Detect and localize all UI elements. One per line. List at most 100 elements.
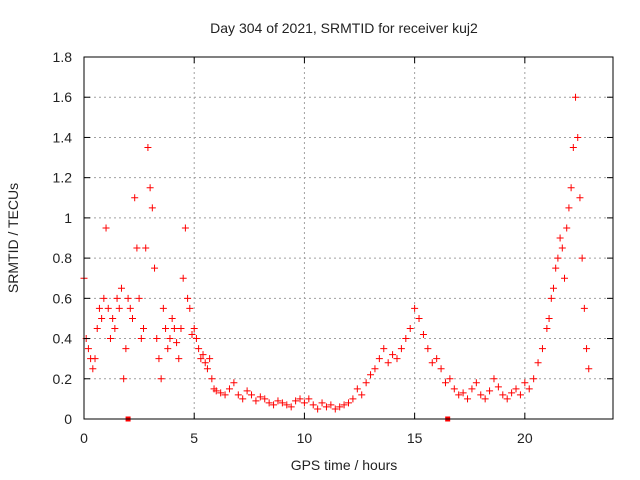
data-point: [201, 359, 209, 367]
data-point: [179, 274, 187, 282]
y-tick-label: 1.2: [53, 170, 73, 186]
data-point: [580, 304, 588, 312]
data-point: [153, 335, 161, 343]
data-point: [95, 304, 103, 312]
y-tick-label: 1.8: [53, 49, 73, 65]
data-point: [162, 325, 170, 332]
data-point: [109, 314, 117, 322]
data-point: [464, 395, 472, 403]
data-point: [371, 365, 379, 373]
grid-lines: [84, 57, 613, 419]
data-point: [151, 264, 159, 272]
x-tick-label: 20: [517, 430, 533, 446]
data-point: [217, 389, 225, 397]
data-point: [327, 401, 335, 409]
data-point: [472, 379, 480, 387]
y-tick-label: 0.4: [53, 331, 73, 347]
data-point: [100, 294, 108, 302]
data-point: [389, 351, 397, 359]
data-point: [203, 365, 211, 373]
data-point: [144, 144, 152, 151]
data-point: [384, 359, 392, 367]
y-tick-label: 0: [64, 411, 72, 427]
data-point: [530, 375, 538, 383]
data-point: [525, 385, 533, 393]
data-point: [556, 234, 564, 242]
data-point: [248, 391, 256, 399]
data-point: [477, 391, 485, 399]
data-point: [115, 304, 123, 312]
data-point: [117, 284, 125, 292]
data-point: [173, 339, 181, 347]
data-point: [265, 399, 273, 407]
data-point: [137, 335, 145, 343]
data-point: [367, 371, 375, 379]
data-point: [104, 304, 112, 312]
data-point: [578, 254, 586, 262]
data-point: [375, 355, 383, 363]
x-tick-label: 15: [407, 430, 423, 446]
data-point: [503, 395, 511, 403]
data-point: [155, 355, 163, 363]
axis-ticks: [83, 56, 613, 420]
data-point: [159, 304, 167, 312]
data-point: [102, 224, 110, 232]
data-point: [455, 391, 463, 399]
data-point: [419, 331, 427, 339]
data-point: [433, 355, 441, 363]
data-point: [166, 335, 174, 343]
data-point: [450, 385, 458, 393]
data-point: [128, 314, 136, 322]
data-point: [481, 395, 489, 403]
data-point: [234, 391, 242, 399]
data-point: [292, 397, 300, 405]
data-point: [188, 331, 196, 339]
data-point: [225, 385, 233, 393]
data-point: [192, 335, 200, 343]
data-point: [124, 294, 132, 302]
y-tick-labels: 0 0.2 0.4 0.6 0.8 1 1.2 1.4 1.6 1.8: [53, 49, 73, 427]
data-point: [113, 294, 121, 302]
data-point: [142, 244, 150, 252]
data-point: [558, 244, 566, 252]
data-point: [190, 325, 198, 332]
data-point: [508, 389, 516, 397]
data-markers: [80, 93, 593, 413]
data-point: [164, 345, 172, 353]
data-point: [197, 355, 205, 363]
y-tick-label: 1: [64, 210, 72, 226]
data-point: [512, 385, 520, 393]
data-point: [349, 395, 357, 403]
data-point: [572, 93, 580, 101]
data-point: [576, 194, 584, 202]
data-point: [300, 399, 308, 407]
chart-title: Day 304 of 2021, SRMTID for receiver kuj…: [210, 20, 478, 36]
data-point: [545, 314, 553, 322]
data-point: [221, 391, 229, 399]
data-point: [490, 375, 498, 383]
data-point: [393, 355, 401, 363]
data-point: [552, 264, 560, 272]
data-point: [135, 294, 143, 302]
y-tick-label: 1.6: [53, 89, 73, 105]
data-point: [583, 345, 591, 353]
data-point: [494, 383, 502, 391]
data-point: [261, 395, 269, 403]
data-point: [278, 399, 286, 407]
data-point: [437, 365, 445, 373]
data-point: [538, 345, 546, 353]
data-point: [93, 325, 101, 332]
data-point: [274, 397, 282, 405]
data-point: [305, 395, 313, 403]
data-point: [411, 304, 419, 312]
data-point: [406, 325, 414, 332]
data-point: [296, 395, 304, 403]
data-point: [441, 379, 449, 387]
data-point: [547, 294, 555, 302]
data-point: [554, 254, 562, 262]
data-point: [177, 325, 185, 332]
data-point: [175, 355, 183, 363]
y-axis-label: SRMTID / TECUs: [5, 183, 21, 293]
data-point: [446, 375, 454, 383]
